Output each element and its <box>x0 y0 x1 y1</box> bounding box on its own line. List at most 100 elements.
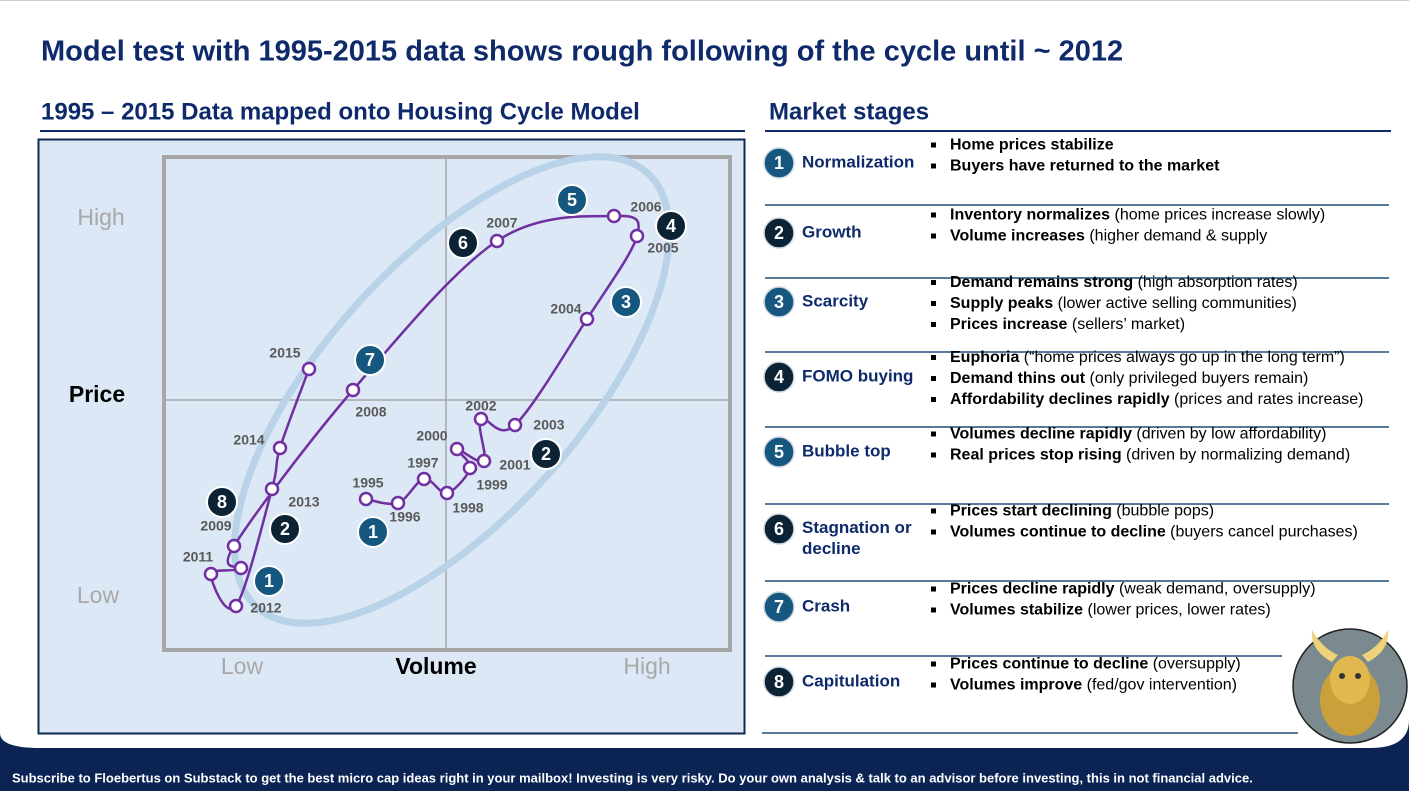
year-label: 2011 <box>183 549 214 565</box>
stage-name: Capitulation <box>802 671 900 690</box>
year-label: 2001 <box>499 457 530 473</box>
bullet-detail: (“home prices always go up in the long t… <box>1019 349 1344 366</box>
year-point <box>358 491 374 507</box>
year-label: 2012 <box>250 600 281 616</box>
bullet-square <box>931 376 936 381</box>
year-label: 1998 <box>452 500 483 516</box>
stage-name: Growth <box>802 222 862 241</box>
diagram-frame <box>37 138 746 735</box>
stage-number: 2 <box>774 223 784 243</box>
stage-name: FOMO buying <box>802 366 913 385</box>
year-point <box>439 485 455 501</box>
bullet-square <box>931 163 936 169</box>
bullet-square <box>931 301 936 306</box>
year-point <box>228 598 244 614</box>
year-label: 1996 <box>389 509 420 525</box>
bullet-text: Affordability declines rapidly (prices a… <box>950 391 1363 408</box>
stage-marker <box>206 486 238 518</box>
year-label: 2002 <box>465 398 496 414</box>
year-label: 2004 <box>550 301 581 317</box>
bullet-text: Volumes stabilize (lower prices, lower r… <box>950 602 1271 619</box>
bullet-bold: Prices increase <box>950 316 1068 333</box>
year-point <box>226 538 242 554</box>
stage-name: Crash <box>802 596 850 615</box>
left-heading: 1995 – 2015 Data mapped onto Housing Cyc… <box>41 98 640 125</box>
footer-band <box>0 720 1409 791</box>
axis-title: Volume <box>395 653 476 679</box>
bullet-detail: (bubble pops) <box>1112 503 1214 520</box>
bullet-square <box>931 529 936 535</box>
year-point <box>390 495 406 511</box>
stage-number-badge <box>763 436 795 468</box>
stage-number: 8 <box>774 672 784 692</box>
year-point <box>449 441 465 457</box>
bullet-detail: (prices and rates increase) <box>1170 391 1364 408</box>
year-label: 1999 <box>476 477 507 493</box>
bullet-bold: Volumes continue to decline <box>950 524 1166 541</box>
year-label: 2015 <box>269 345 300 361</box>
bullet-bold: Prices decline rapidly <box>950 581 1115 598</box>
cycle-path-group: 1995 1996 1997 1998 1999 2000 2001 2002 2003 2004… <box>183 184 687 616</box>
stage-marker <box>357 516 389 548</box>
stages-list: 1 Normalization Home prices stabilize Buyer… <box>762 137 1389 734</box>
bullet-text: Volumes improve (fed/gov intervention) <box>950 677 1237 694</box>
year-point <box>462 460 478 476</box>
bullet-square <box>931 508 936 514</box>
bullet-bold: Demand thins out <box>950 370 1086 387</box>
year-label: 2003 <box>533 417 564 433</box>
bullet-bold: Inventory normalizes <box>950 207 1110 224</box>
bullet-text: Volume increases (higher demand & supply <box>950 228 1267 245</box>
bullet-square <box>931 355 936 360</box>
axis-level: High <box>77 204 124 230</box>
bullet-square <box>931 607 936 613</box>
bullet-square <box>931 280 936 285</box>
stage-number: 3 <box>774 292 784 312</box>
bullet-bold: Supply peaks <box>950 295 1053 312</box>
year-point <box>629 228 645 244</box>
stage-number: 4 <box>774 367 784 387</box>
year-point <box>579 311 595 327</box>
quadrant-box <box>162 155 732 652</box>
year-label: 2014 <box>233 432 264 448</box>
bullet-text: Prices continue to decline (oversupply) <box>950 656 1241 673</box>
year-point <box>476 453 492 469</box>
stage-marker <box>447 227 479 259</box>
bullet-detail: (weak demand, oversupply) <box>1115 581 1316 598</box>
stage-marker-number: 4 <box>666 216 676 236</box>
bullet-text: Home prices stabilize <box>950 137 1114 154</box>
stage-marker-number: 2 <box>541 444 551 464</box>
bullet-text: Demand thins out (only privileged buyers… <box>950 370 1308 387</box>
bullet-square <box>931 233 936 239</box>
axis-title: Price <box>69 381 125 407</box>
year-label: 1997 <box>407 455 438 471</box>
bullet-text: Supply peaks (lower active selling commu… <box>950 295 1297 312</box>
bullet-text: Prices decline rapidly (weak demand, ove… <box>950 581 1316 598</box>
bullet-bold: Prices start declining <box>950 503 1112 520</box>
year-point <box>473 411 489 427</box>
stage-marker <box>655 210 687 242</box>
stage-name: Normalization <box>802 152 914 171</box>
bullet-bold: Volume increases <box>950 228 1085 245</box>
bullet-text: Prices start declining (bubble pops) <box>950 503 1214 520</box>
bullet-square <box>931 142 936 148</box>
stage-name: Scarcity <box>802 291 869 310</box>
stage-marker-number: 5 <box>567 190 577 210</box>
stage-marker-number: 7 <box>365 350 375 370</box>
year-point <box>345 382 361 398</box>
year-point <box>203 566 219 582</box>
year-label: 2008 <box>355 404 386 420</box>
bullet-detail: (lower prices, lower rates) <box>1083 602 1271 619</box>
bullet-text: Real prices stop rising (driven by norma… <box>950 447 1350 464</box>
stage-number: 6 <box>774 519 784 539</box>
stage-number-badge <box>763 147 795 179</box>
bullet-bold: Demand remains strong <box>950 274 1133 291</box>
stage-marker-number: 8 <box>217 492 227 512</box>
stage-marker <box>269 513 301 545</box>
year-point <box>489 233 505 249</box>
stage-marker <box>354 344 386 376</box>
bullet-bold: Buyers have returned to the market <box>950 158 1220 175</box>
bullet-detail: (oversupply) <box>1148 656 1240 673</box>
bullet-square <box>931 452 936 458</box>
bullet-bold: Volumes improve <box>950 677 1082 694</box>
